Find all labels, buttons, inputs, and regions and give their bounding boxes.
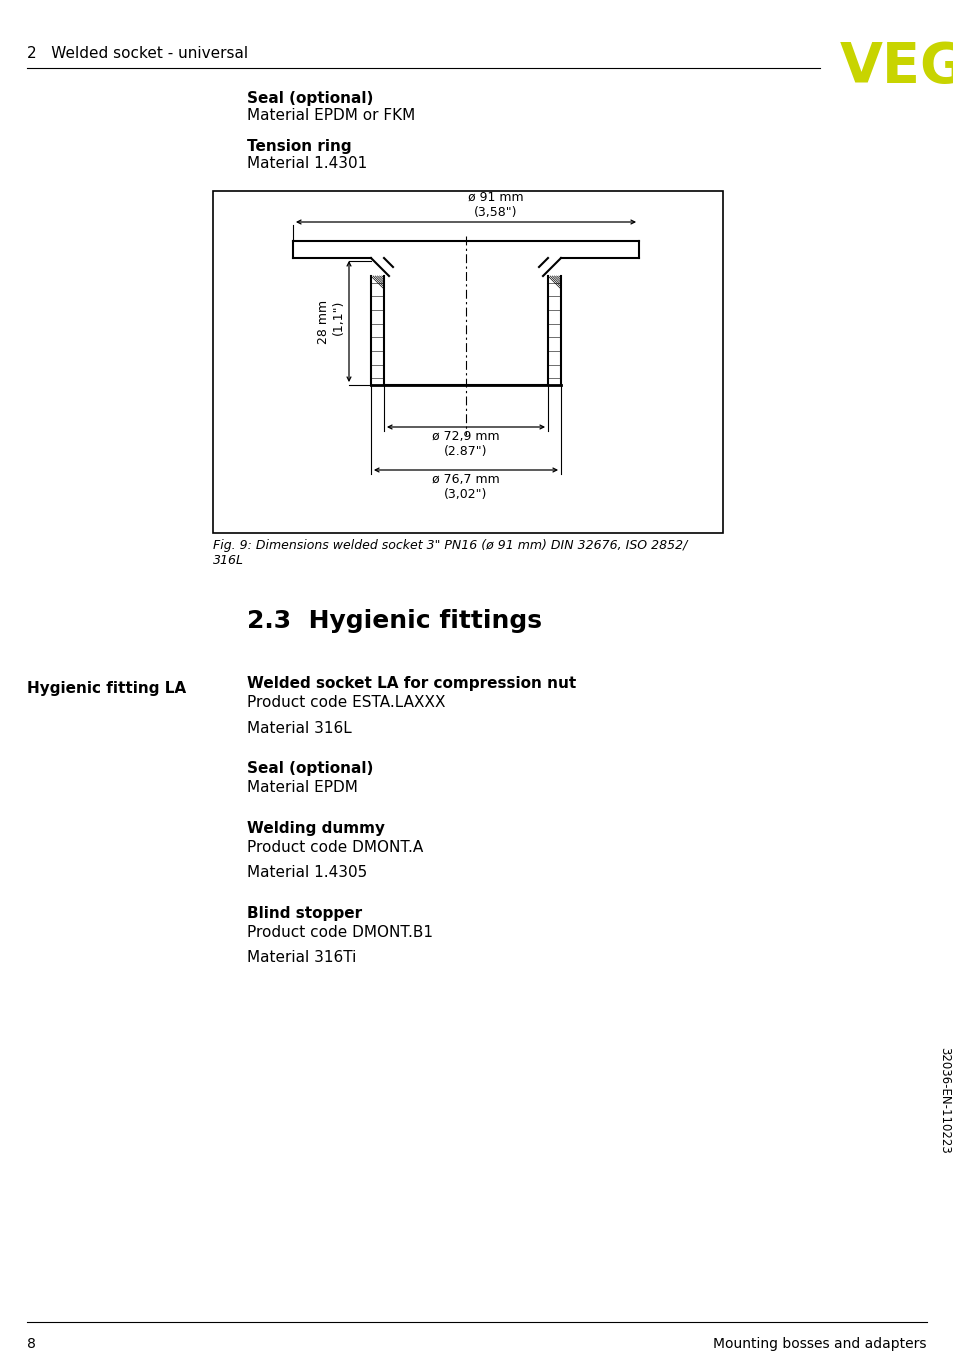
Text: Material EPDM or FKM: Material EPDM or FKM bbox=[247, 108, 415, 123]
Text: 2.3  Hygienic fittings: 2.3 Hygienic fittings bbox=[247, 609, 541, 634]
Text: 2   Welded socket - universal: 2 Welded socket - universal bbox=[27, 46, 248, 61]
Text: ø 91 mm
(3,58"): ø 91 mm (3,58") bbox=[468, 191, 523, 219]
Text: Fig. 9: Dimensions welded socket 3" PN16 (ø 91 mm) DIN 32676, ISO 2852/
316L: Fig. 9: Dimensions welded socket 3" PN16… bbox=[213, 539, 687, 567]
Text: VEGA: VEGA bbox=[840, 41, 953, 93]
Text: Material 1.4301: Material 1.4301 bbox=[247, 156, 367, 171]
Text: Mounting bosses and adapters: Mounting bosses and adapters bbox=[713, 1336, 926, 1351]
Text: Product code ESTA.LAXXX: Product code ESTA.LAXXX bbox=[247, 695, 445, 709]
Text: Material 316Ti: Material 316Ti bbox=[247, 951, 356, 965]
Text: 8: 8 bbox=[27, 1336, 36, 1351]
Text: Seal (optional): Seal (optional) bbox=[247, 761, 373, 776]
Text: Seal (optional): Seal (optional) bbox=[247, 91, 373, 106]
Bar bbox=[213, 191, 722, 533]
Text: Product code DMONT.A: Product code DMONT.A bbox=[247, 839, 423, 854]
Text: Hygienic fitting LA: Hygienic fitting LA bbox=[27, 681, 186, 696]
Text: Welding dummy: Welding dummy bbox=[247, 821, 385, 835]
Text: Welded socket LA for compression nut: Welded socket LA for compression nut bbox=[247, 676, 576, 691]
Text: ø 76,7 mm
(3,02"): ø 76,7 mm (3,02") bbox=[432, 473, 499, 501]
Text: Material EPDM: Material EPDM bbox=[247, 780, 357, 795]
Text: Product code DMONT.B1: Product code DMONT.B1 bbox=[247, 925, 433, 940]
Text: 28 mm
(1,1"): 28 mm (1,1") bbox=[316, 299, 345, 344]
Text: Tension ring: Tension ring bbox=[247, 139, 352, 154]
Text: ø 72,9 mm
(2.87"): ø 72,9 mm (2.87") bbox=[432, 431, 499, 458]
Text: Material 1.4305: Material 1.4305 bbox=[247, 865, 367, 880]
Text: 32036-EN-110223: 32036-EN-110223 bbox=[938, 1047, 950, 1154]
Text: Material 316L: Material 316L bbox=[247, 720, 352, 737]
Text: Blind stopper: Blind stopper bbox=[247, 906, 362, 921]
